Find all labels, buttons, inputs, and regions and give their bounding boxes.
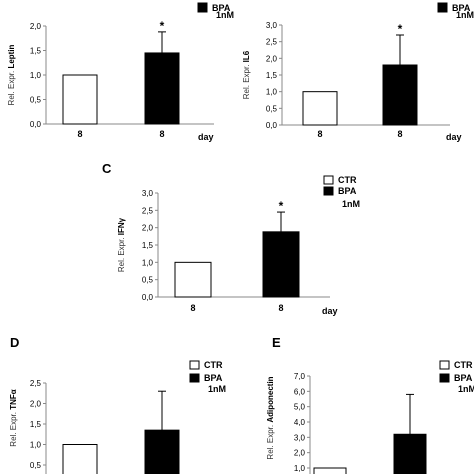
y-tick-label: 3,0 [142, 189, 154, 198]
y-tick-label: 2,0 [30, 22, 42, 31]
legend-swatch [189, 360, 200, 370]
legend-label: BPA [338, 186, 357, 196]
bar [174, 261, 212, 298]
legend-swatch [323, 175, 334, 185]
y-axis-label: Rel. Expr. TNFα [9, 389, 18, 446]
bar [62, 74, 98, 125]
legend-swatch [323, 186, 334, 196]
y-tick-label: 1,0 [30, 441, 42, 450]
bar [62, 444, 98, 474]
y-tick-label: 7,0 [294, 372, 306, 381]
y-axis-label-gene: TNFα [9, 389, 18, 410]
legend-swatch [197, 2, 208, 13]
y-axis-label: Rel. Expr. Leptin [7, 44, 16, 105]
panel-letter: C [102, 161, 112, 176]
significance-star: * [160, 19, 165, 33]
y-tick-label: 1,0 [30, 71, 42, 80]
y-tick-label: 4,0 [294, 418, 306, 427]
legend-swatch [189, 373, 200, 383]
legend-swatch [437, 2, 448, 13]
y-axis-label: Rel. Expr. IL6 [242, 50, 251, 99]
y-tick-label: 0,5 [30, 461, 42, 470]
panel-letter: D [10, 335, 19, 350]
chart-panel-1: 0,0 0,5 1,0 1,5 2,0 2,5 3,0 Rel. Expr. IL6 8 * 8 da… [242, 2, 474, 142]
chart-panel-0: 0,0 0,5 1,0 1,5 2,0 Rel. Expr. Leptin 8 * 8 day BP… [7, 2, 234, 142]
y-tick-label: 0,0 [142, 293, 154, 302]
y-tick-label: 0,0 [266, 121, 278, 130]
legend-label: BPA [212, 3, 231, 13]
y-tick-label: 6,0 [294, 387, 306, 396]
y-tick-label: 1,5 [30, 420, 42, 429]
legend-label: BPA [454, 373, 473, 383]
y-tick-label: 0,5 [266, 104, 278, 113]
y-tick-label: 1,0 [294, 464, 306, 473]
legend-swatch [439, 360, 450, 370]
x-axis-label: day [322, 306, 338, 316]
x-axis-label: day [198, 132, 214, 142]
y-tick-label: 2,0 [294, 449, 306, 458]
y-tick-label: 2,5 [142, 206, 154, 215]
y-tick-label: 0,5 [30, 96, 42, 105]
y-tick-label: 0,5 [142, 276, 154, 285]
y-tick-label: 2,5 [266, 38, 278, 47]
x-tick-label: 8 [159, 129, 164, 139]
legend-label: 1nM [456, 10, 474, 20]
bar [393, 433, 427, 474]
y-axis-label-gene: IL6 [242, 50, 251, 62]
y-axis-label-prefix: Rel. Expr. [266, 423, 275, 460]
legend-label: CTR [204, 360, 223, 370]
y-axis-label-prefix: Rel. Expr. [9, 410, 18, 447]
bar [382, 64, 418, 126]
significance-star: * [279, 199, 284, 213]
legend-swatch [439, 373, 450, 383]
legend-label: BPA [452, 3, 471, 13]
bar [144, 52, 180, 125]
y-tick-label: 2,5 [30, 379, 42, 388]
legend-label: 1nM [208, 384, 226, 394]
chart-panel-2: 0,0 0,5 1,0 1,5 2,0 2,5 3,0 Rel. Expr. IFNγ 8 * 8 d… [102, 161, 360, 316]
y-axis-label-gene: IFNγ [117, 217, 126, 235]
y-tick-label: 1,0 [266, 88, 278, 97]
x-tick-label: 8 [317, 129, 322, 139]
x-tick-label: 8 [77, 129, 82, 139]
legend-label: 1nM [216, 10, 234, 20]
y-tick-label: 5,0 [294, 403, 306, 412]
y-tick-label: 2,0 [30, 400, 42, 409]
legend-label: BPA [204, 373, 223, 383]
legend-label: CTR [454, 360, 473, 370]
y-tick-label: 3,0 [266, 21, 278, 30]
legend-label: 1nM [458, 384, 474, 394]
chart-panel-4: 1,0 2,0 3,0 4,0 5,0 6,0 7,0 Rel. Expr. Adiponec… [266, 335, 474, 474]
y-tick-label: 3,0 [294, 433, 306, 442]
x-tick-label: 8 [278, 303, 283, 313]
y-tick-label: 0,0 [30, 120, 42, 129]
legend-label: CTR [338, 175, 357, 185]
y-axis-label-gene: Adiponectin [266, 376, 275, 422]
y-axis-label-prefix: Rel. Expr. [7, 69, 16, 106]
x-tick-label: 8 [190, 303, 195, 313]
significance-star: * [398, 22, 403, 36]
y-axis-label: Rel. Expr. Adiponectin [266, 376, 275, 459]
bar [302, 91, 338, 126]
y-axis-label-prefix: Rel. Expr. [117, 235, 126, 272]
x-tick-label: 8 [397, 129, 402, 139]
bar [313, 467, 347, 474]
y-axis-label: Rel. Expr. IFNγ [117, 217, 126, 272]
y-axis-label-gene: Leptin [7, 44, 16, 68]
y-tick-label: 2,0 [142, 224, 154, 233]
x-axis-label: day [446, 132, 462, 142]
bar [144, 429, 180, 474]
panel-letter: E [272, 335, 281, 350]
y-tick-label: 2,0 [266, 54, 278, 63]
y-tick-label: 1,5 [142, 241, 154, 250]
y-tick-label: 1,5 [30, 47, 42, 56]
y-axis-label-prefix: Rel. Expr. [242, 62, 251, 99]
y-tick-label: 1,5 [266, 71, 278, 80]
legend-label: 1nM [342, 199, 360, 209]
y-tick-label: 1,0 [142, 258, 154, 267]
bar [262, 231, 300, 298]
